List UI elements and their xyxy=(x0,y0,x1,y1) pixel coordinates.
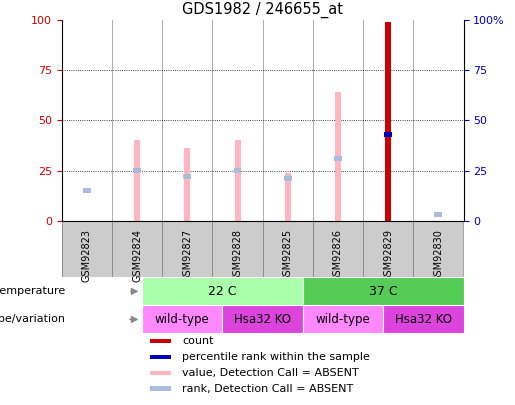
Text: GSM92824: GSM92824 xyxy=(132,229,142,282)
Bar xyxy=(150,371,171,375)
Bar xyxy=(263,221,313,277)
Bar xyxy=(303,277,464,305)
Bar xyxy=(335,92,341,221)
Text: genotype/variation: genotype/variation xyxy=(0,314,66,324)
Text: GSM92825: GSM92825 xyxy=(283,229,293,282)
Text: count: count xyxy=(182,336,214,346)
Bar xyxy=(134,141,140,221)
Bar xyxy=(83,188,91,193)
Bar xyxy=(150,355,171,359)
Text: Hsa32 KO: Hsa32 KO xyxy=(395,313,452,326)
Bar xyxy=(142,305,222,333)
Title: GDS1982 / 246655_at: GDS1982 / 246655_at xyxy=(182,1,343,17)
Bar xyxy=(150,386,171,391)
Text: GSM92830: GSM92830 xyxy=(434,229,443,282)
Bar xyxy=(285,173,291,221)
Text: wild-type: wild-type xyxy=(316,313,370,326)
Bar xyxy=(234,141,241,221)
Text: GSM92826: GSM92826 xyxy=(333,229,343,282)
Text: GSM92823: GSM92823 xyxy=(82,229,92,282)
Text: temperature: temperature xyxy=(0,286,66,296)
Text: Hsa32 KO: Hsa32 KO xyxy=(234,313,291,326)
Text: value, Detection Call = ABSENT: value, Detection Call = ABSENT xyxy=(182,368,359,378)
Bar xyxy=(234,168,242,173)
Bar xyxy=(184,149,191,221)
Bar xyxy=(413,221,464,277)
Bar xyxy=(222,305,303,333)
Bar xyxy=(363,221,413,277)
Bar xyxy=(183,174,191,179)
Bar xyxy=(284,176,291,181)
Bar xyxy=(384,132,392,137)
Text: GSM92829: GSM92829 xyxy=(383,229,393,282)
Text: rank, Detection Call = ABSENT: rank, Detection Call = ABSENT xyxy=(182,384,354,394)
Text: GSM92828: GSM92828 xyxy=(233,229,243,282)
Bar xyxy=(334,156,342,161)
Bar xyxy=(133,168,141,173)
Bar xyxy=(212,221,263,277)
Text: percentile rank within the sample: percentile rank within the sample xyxy=(182,352,370,362)
Bar xyxy=(435,212,442,217)
Text: 22 C: 22 C xyxy=(208,285,237,298)
Bar xyxy=(313,221,363,277)
Bar xyxy=(150,339,171,343)
Bar xyxy=(62,221,112,277)
Bar xyxy=(303,305,383,333)
Bar xyxy=(112,221,162,277)
Text: 37 C: 37 C xyxy=(369,285,398,298)
Bar xyxy=(142,277,303,305)
Bar xyxy=(162,221,212,277)
Bar xyxy=(383,305,464,333)
Text: GSM92827: GSM92827 xyxy=(182,229,192,282)
Bar xyxy=(385,22,391,221)
Text: wild-type: wild-type xyxy=(155,313,210,326)
